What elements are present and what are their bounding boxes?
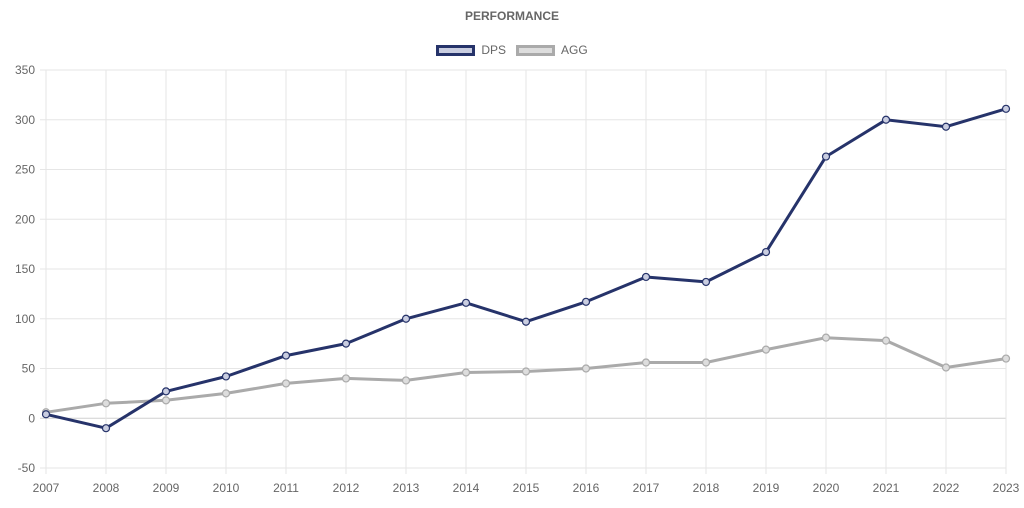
legend: DPS AGG (0, 43, 1024, 57)
data-point-series-1[interactable] (281, 351, 291, 360)
x-tick-label: 2010 (213, 481, 240, 495)
y-tick-label: 50 (22, 362, 36, 376)
data-point-series-2[interactable] (581, 364, 591, 373)
x-tick-label: 2014 (453, 481, 480, 495)
x-tick-label: 2016 (573, 481, 600, 495)
data-point-series-2[interactable] (1001, 354, 1011, 363)
data-point-series-1[interactable] (1001, 104, 1011, 113)
data-point-series-1[interactable] (761, 247, 771, 257)
x-tick-label: 2007 (33, 481, 60, 495)
data-point-series-2[interactable] (341, 374, 351, 383)
legend-label-series-2: AGG (561, 43, 588, 57)
y-tick-label: 150 (15, 262, 35, 276)
series (41, 104, 1011, 433)
data-point-series-1[interactable] (941, 122, 951, 131)
x-tick-label: 2020 (813, 481, 840, 495)
data-point-series-1[interactable] (881, 115, 891, 124)
legend-item-series-2[interactable]: AGG (516, 43, 588, 57)
data-point-series-2[interactable] (281, 379, 291, 388)
data-point-series-1[interactable] (41, 410, 51, 419)
data-point-series-1[interactable] (221, 372, 231, 381)
x-tick-label: 2012 (333, 481, 360, 495)
x-tick-label: 2021 (873, 481, 900, 495)
y-tick-label: 200 (15, 212, 35, 226)
legend-swatch-series-2 (516, 44, 555, 56)
data-point-series-2[interactable] (881, 336, 891, 345)
y-tick-label: -50 (18, 461, 36, 475)
y-tick-label: 250 (15, 163, 35, 177)
x-tick-label: 2019 (753, 481, 780, 495)
x-tick-label: 2013 (393, 481, 420, 495)
x-tick-label: 2022 (933, 481, 960, 495)
data-point-series-2[interactable] (461, 368, 471, 377)
data-point-series-2[interactable] (641, 358, 651, 367)
data-point-series-2[interactable] (761, 345, 771, 354)
y-tick-label: 0 (28, 411, 35, 425)
chart-title: PERFORMANCE (464, 9, 559, 23)
x-tick-label: 2018 (693, 481, 720, 495)
legend-swatch-series-1 (436, 44, 476, 56)
y-tick-label: 100 (15, 312, 35, 326)
data-point-series-1[interactable] (341, 339, 351, 348)
data-point-series-2[interactable] (821, 333, 831, 342)
data-point-series-1[interactable] (821, 152, 831, 161)
x-tick-label: 2023 (993, 481, 1020, 495)
data-point-series-1[interactable] (581, 297, 591, 306)
legend-label-series-1: DPS (481, 43, 506, 57)
data-point-series-1[interactable] (401, 314, 411, 323)
data-point-series-2[interactable] (101, 399, 111, 408)
x-tick-label: 2011 (273, 481, 299, 495)
y-tick-label: 300 (15, 113, 35, 127)
data-point-series-1[interactable] (521, 317, 531, 326)
y-tick-label: 350 (15, 63, 35, 77)
legend-item-series-1[interactable]: DPS (436, 43, 506, 57)
grid (40, 69, 1007, 474)
x-tick-label: 2017 (633, 481, 660, 495)
data-point-series-2[interactable] (941, 363, 951, 372)
data-point-series-1[interactable] (461, 298, 471, 307)
x-tick-label: 2015 (513, 481, 540, 495)
data-point-series-1[interactable] (101, 424, 111, 433)
data-point-series-1[interactable] (701, 277, 711, 287)
data-point-series-2[interactable] (521, 367, 531, 376)
axes: 350 300 250 200 150 100 50 0 -50 2007 2008 2009 2010… (15, 63, 1020, 495)
data-point-series-2[interactable] (701, 358, 711, 367)
x-tick-label: 2008 (93, 481, 120, 495)
data-point-series-1[interactable] (641, 272, 651, 282)
x-tick-label: 2009 (153, 481, 180, 495)
data-point-series-2[interactable] (401, 376, 411, 385)
data-point-series-1[interactable] (161, 387, 171, 396)
data-point-series-2[interactable] (161, 396, 171, 405)
data-point-series-2[interactable] (221, 389, 231, 398)
